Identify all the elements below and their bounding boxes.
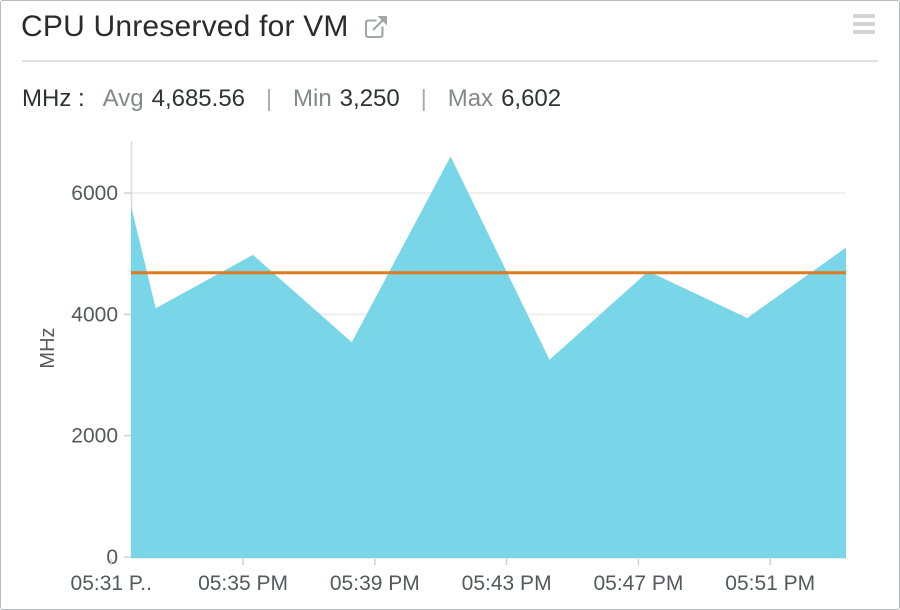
max-value: 6,602 [501,85,562,112]
min-value: 3,250 [339,85,400,112]
x-tick-label: 05:47 PM [593,572,683,595]
stats-separator: | [420,85,427,111]
hamburger-menu-icon[interactable] [853,14,875,34]
stats-separator: | [266,85,272,111]
stats-unit-label: MHz : [22,85,85,112]
x-tick-label: 05:39 PM [330,572,420,595]
open-external-icon-glyph [364,16,387,39]
avg-label: Avg [102,85,144,112]
avg-value: 4,685.56 [151,85,246,112]
header-divider [22,60,878,62]
hamburger-bar [853,30,875,34]
x-tick-label: 05:43 PM [462,572,552,595]
x-tick-label: 05:31 P.. [71,572,152,595]
y-tick-label: 2000 [71,425,118,448]
y-tick-label: 4000 [71,303,118,326]
y-tick-label: 0 [106,546,118,569]
hamburger-bar [853,14,875,18]
max-label: Max [447,85,494,112]
area-series-fill [131,156,846,558]
min-label: Min [293,85,332,112]
y-axis-title: MHz [37,327,59,368]
x-tick-label: 05:51 PM [725,572,815,595]
x-tick-label: 05:35 PM [198,572,288,595]
widget-title: CPU Unreserved for VM [21,10,349,43]
y-tick-label: 6000 [71,182,118,205]
stats-row: MHz : Avg 4,685.56 | Min 3,250 | Max 6,6… [22,85,561,112]
hamburger-bar [853,22,875,26]
open-external-icon[interactable] [363,13,390,40]
